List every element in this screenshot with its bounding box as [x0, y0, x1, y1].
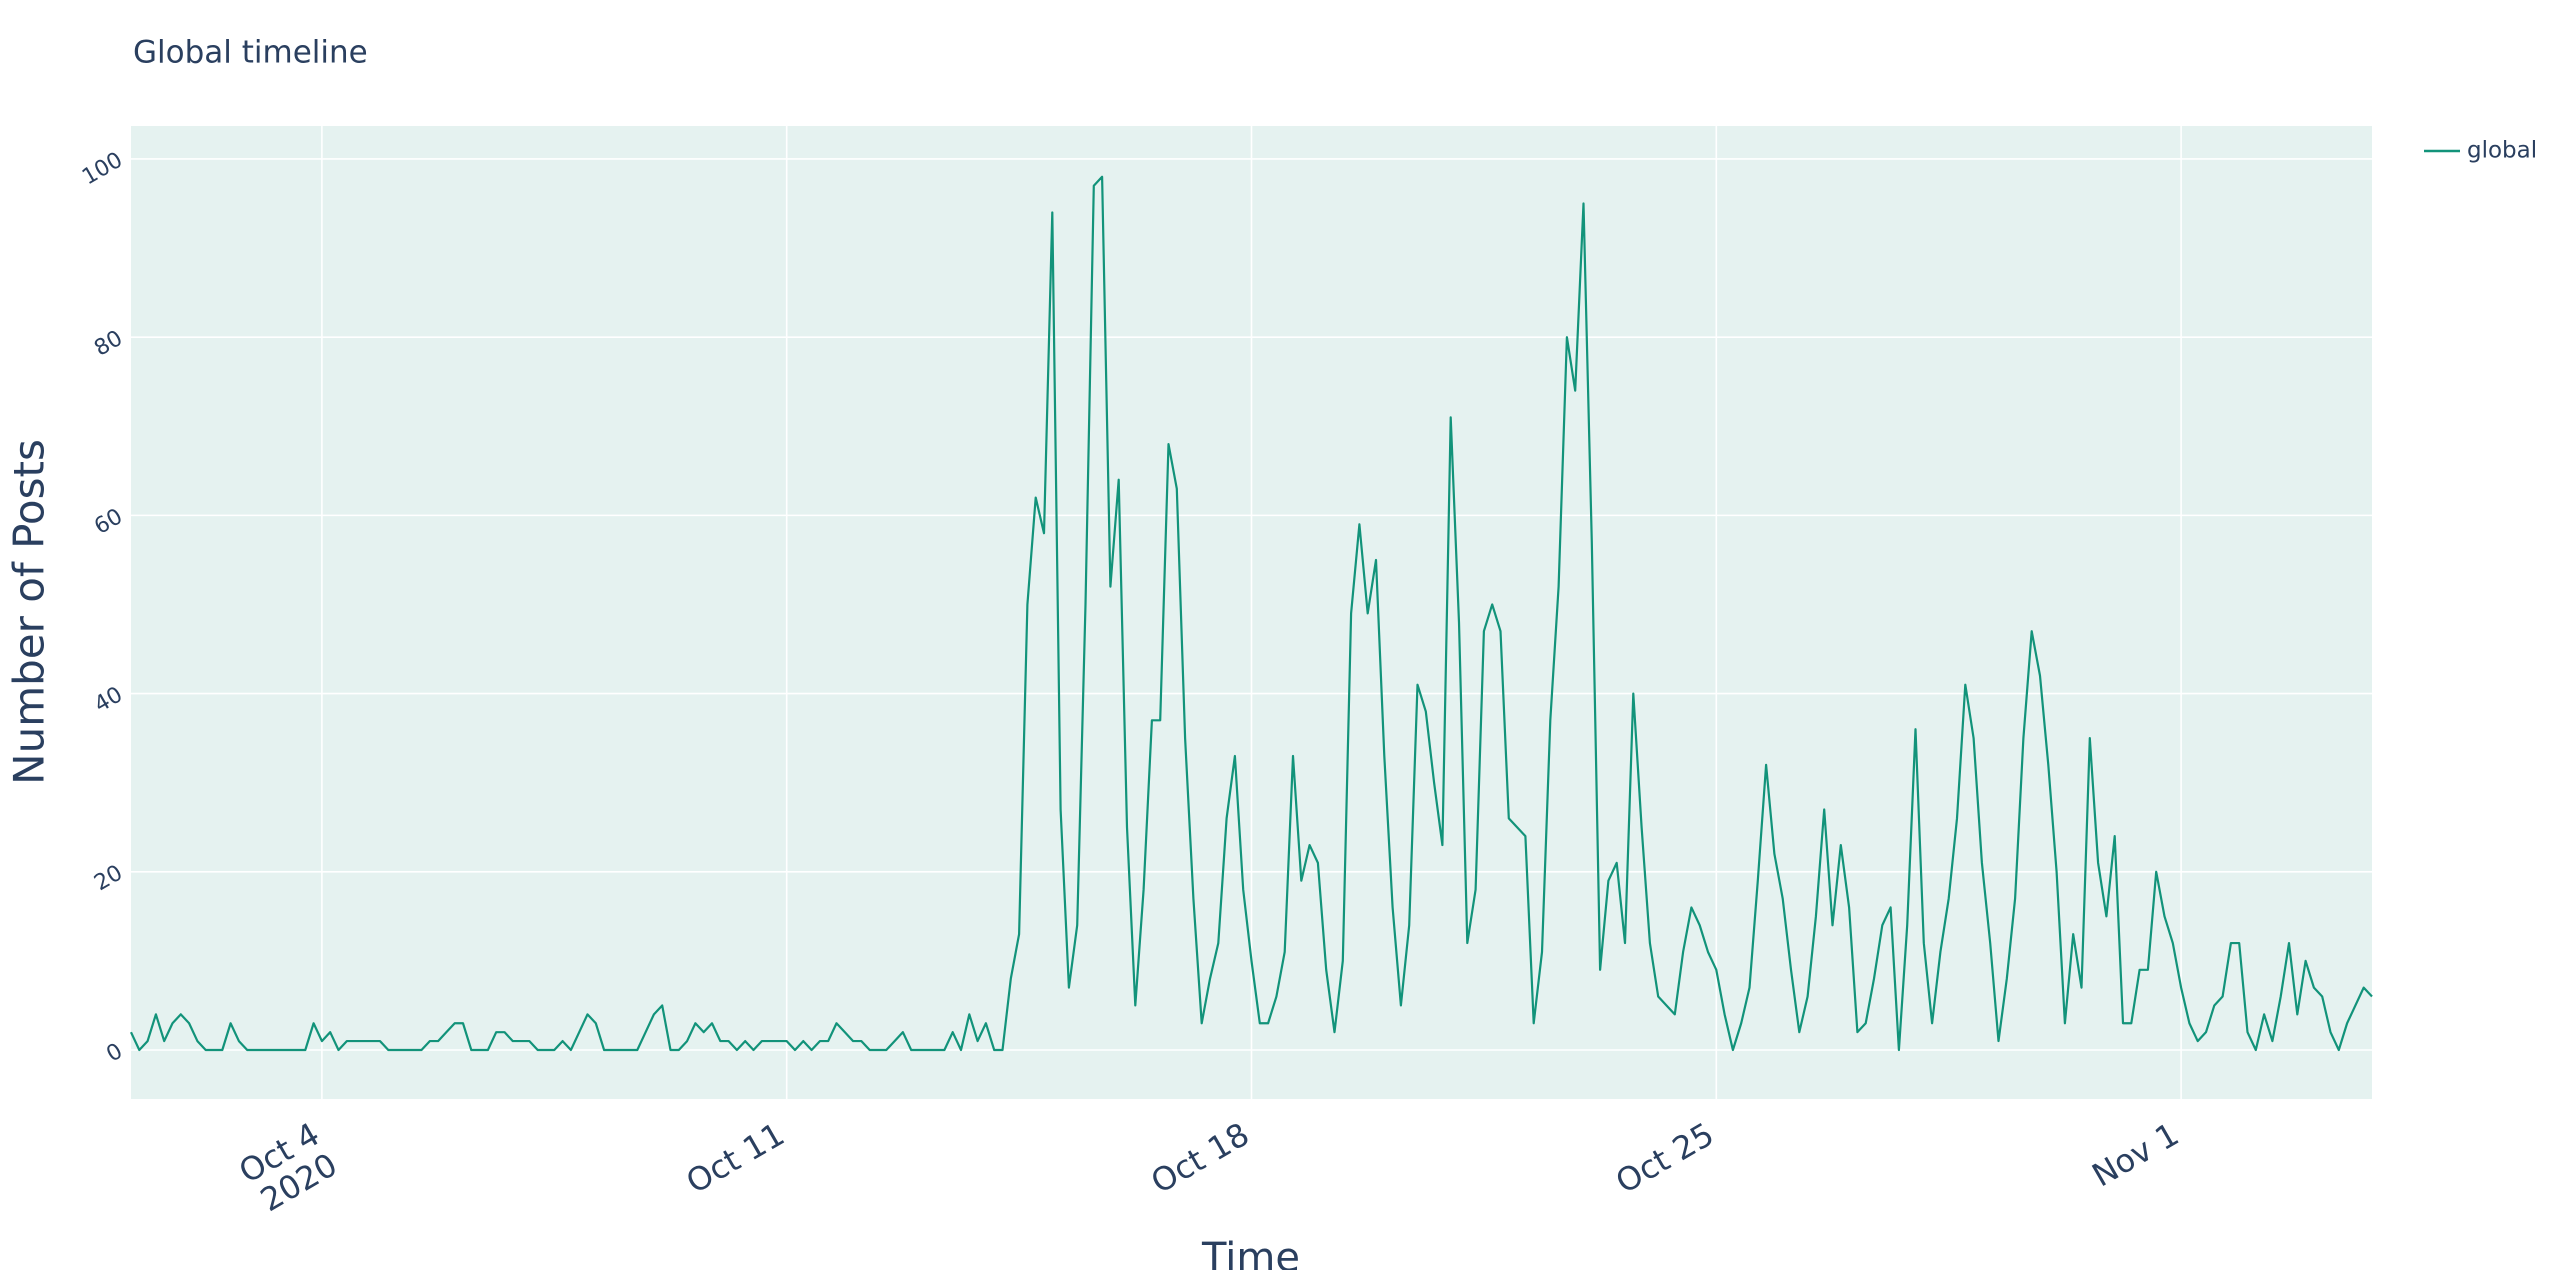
legend-label: global — [2467, 138, 2537, 164]
y-tick-label: 80 — [90, 326, 127, 362]
x-tick-label: Oct 42020 — [233, 1115, 344, 1221]
y-tick-label: 0 — [102, 1039, 127, 1068]
x-axis-title: Time — [1201, 1235, 1300, 1270]
chart-title: Global timeline — [133, 35, 368, 71]
y-tick-label: 40 — [90, 682, 127, 718]
y-axis-title: Number of Posts — [5, 439, 54, 785]
x-tick-label: Oct 18 — [1145, 1115, 1256, 1201]
y-tick-label: 100 — [78, 148, 127, 191]
x-tick-label: Oct 25 — [1609, 1115, 1720, 1201]
y-tick-label: 60 — [90, 504, 127, 540]
x-tick-label: Oct 11 — [680, 1115, 791, 1201]
y-tick-label: 20 — [90, 861, 127, 897]
data-line — [130, 175, 2373, 1052]
x-tick-label: Nov 1 — [2086, 1115, 2186, 1194]
